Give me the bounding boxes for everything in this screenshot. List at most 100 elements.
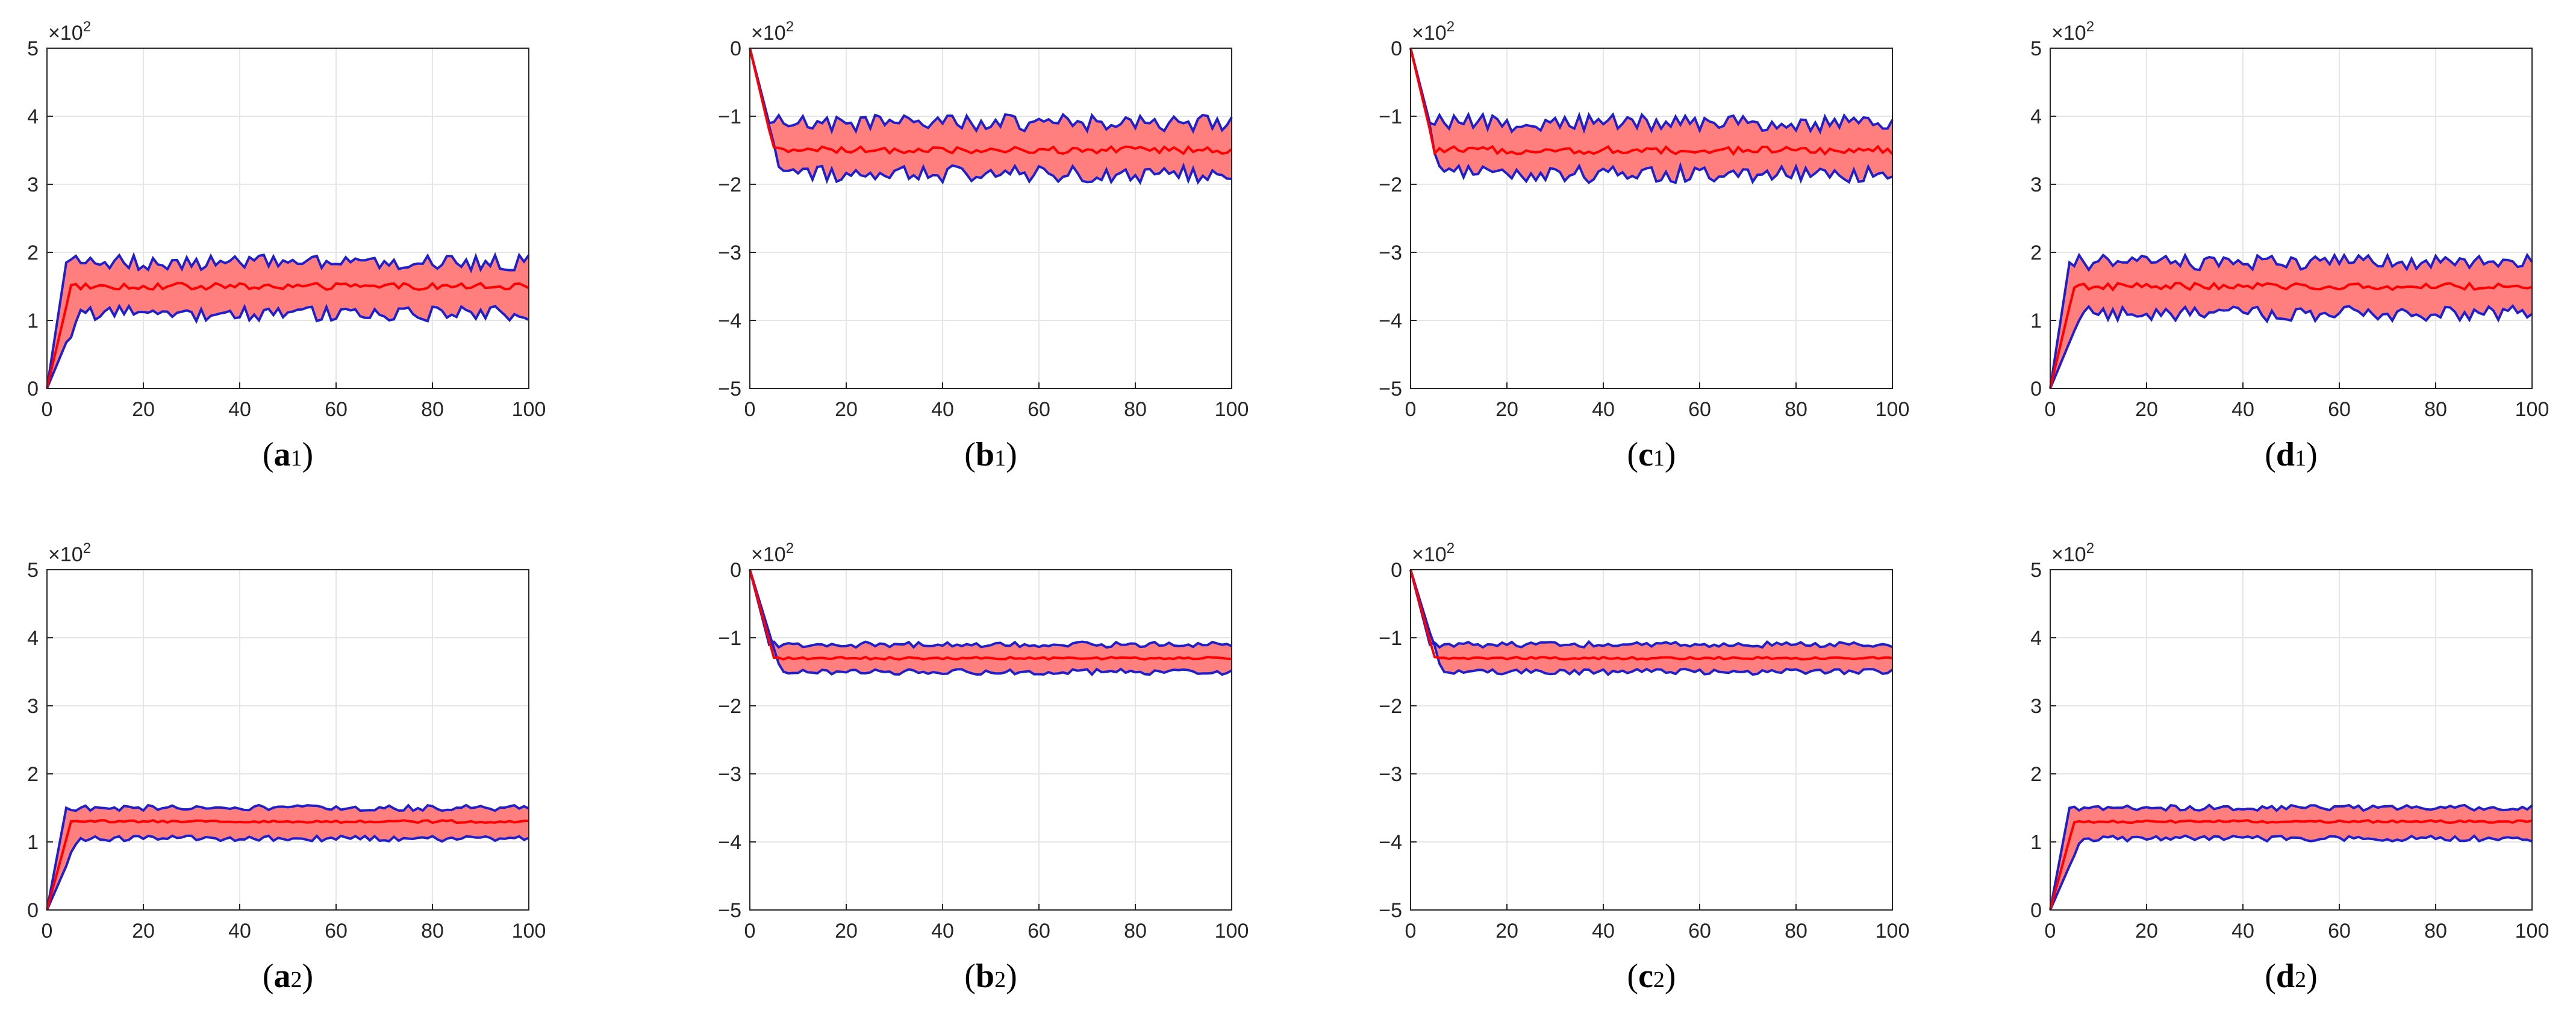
band-area: [2050, 805, 2532, 910]
y-tick-label: 5: [27, 37, 39, 60]
y-tick-label: −1: [1379, 627, 1402, 650]
panel-label-part: ): [1665, 436, 1676, 473]
panel-label: (a2): [263, 958, 313, 995]
panel-label-part: (: [964, 436, 976, 473]
y-tick-label: −5: [718, 378, 741, 400]
panel-label-part: (: [1627, 958, 1638, 995]
axes-box: [2050, 569, 2533, 911]
series-lower-line: [749, 48, 1232, 185]
y-tick-label: 0: [27, 899, 39, 922]
panel-label-part: b: [976, 436, 994, 473]
panel-label: (c1): [1627, 436, 1676, 473]
scale-base: ×10: [2051, 543, 2086, 566]
y-tick-label: −4: [718, 831, 741, 854]
series-lower-line: [2049, 834, 2533, 911]
panel-label-part: a: [274, 958, 291, 995]
y-tick-label: −3: [718, 763, 741, 786]
series-lower-line: [1409, 48, 1893, 185]
y-tick-label: −1: [1379, 105, 1402, 128]
series-upper-line: [46, 803, 529, 911]
y-tick-label: 0: [730, 37, 741, 60]
panel-label: (c2): [1627, 958, 1676, 995]
x-tick-label: 80: [1785, 398, 1807, 421]
panel-label: (b2): [964, 958, 1017, 995]
x-tick-label: 80: [1785, 920, 1807, 942]
panel-label-part: 1: [2295, 446, 2306, 471]
panel-label-part: c: [1638, 958, 1653, 995]
y-tick-label: −3: [1379, 763, 1402, 786]
scale-exponent: 2: [1447, 19, 1455, 35]
axes-box: [1410, 48, 1893, 389]
x-tick-label: 100: [1215, 398, 1249, 421]
x-tick-label: 0: [744, 398, 756, 421]
x-tick-label: 60: [1028, 398, 1050, 421]
x-tick-label: 40: [931, 398, 954, 421]
series-upper-line: [2049, 252, 2533, 389]
panel-label-part: a: [274, 436, 291, 473]
panel-label-part: ): [302, 958, 314, 995]
y-tick-label: 1: [27, 310, 39, 332]
series-mean-line: [1409, 569, 1893, 661]
axes-box: [2050, 48, 2533, 389]
x-tick-label: 60: [1688, 398, 1711, 421]
y-tick-label: 1: [27, 831, 39, 854]
band-area: [47, 805, 529, 910]
panel-label-part: 1: [994, 446, 1006, 471]
series-mean-line: [46, 818, 529, 911]
y-tick-label: 3: [2030, 173, 2042, 196]
series-mean-line: [2049, 281, 2533, 389]
x-tick-label: 20: [132, 920, 155, 942]
y-tick-label: 0: [27, 378, 39, 400]
x-tick-label: 20: [2135, 398, 2158, 421]
scale-exponent-label: ×102: [1412, 19, 1455, 45]
axes-box: [749, 48, 1232, 389]
panel-label-part: c: [1638, 436, 1653, 473]
y-tick-label: 4: [2030, 627, 2042, 650]
x-tick-label: 60: [2328, 398, 2351, 421]
panel-label-part: (: [263, 436, 274, 473]
scale-base: ×10: [2051, 22, 2086, 45]
scale-exponent-label: ×102: [2051, 540, 2094, 566]
band-area: [1411, 570, 1892, 675]
scale-exponent: 2: [83, 540, 91, 556]
series-upper-line: [749, 48, 1233, 135]
panel-label-part: 2: [2295, 967, 2306, 992]
y-tick-label: 3: [27, 695, 39, 718]
panel-label-part: b: [976, 958, 994, 995]
y-tick-label: −2: [1379, 695, 1402, 718]
x-tick-label: 60: [1688, 920, 1711, 942]
y-tick-label: −1: [718, 627, 741, 650]
panel-label: (a1): [263, 436, 313, 473]
x-tick-label: 40: [228, 398, 251, 421]
panel-label-part: ): [302, 436, 314, 473]
scale-exponent: 2: [1447, 540, 1455, 556]
x-tick-label: 60: [1028, 920, 1050, 942]
y-tick-label: −4: [718, 310, 741, 332]
y-tick-label: 5: [2030, 37, 2042, 60]
x-tick-label: 0: [42, 920, 53, 942]
x-tick-label: 80: [1124, 398, 1147, 421]
y-tick-label: −2: [1379, 173, 1402, 196]
y-tick-label: 4: [2030, 105, 2042, 128]
y-tick-label: 0: [730, 559, 741, 582]
x-tick-label: 100: [2515, 398, 2549, 421]
y-tick-label: −5: [1379, 899, 1402, 922]
y-tick-label: −1: [718, 105, 741, 128]
y-tick-label: 0: [2030, 899, 2042, 922]
axes-box: [46, 48, 529, 389]
series-upper-line: [2049, 803, 2533, 911]
series-mean-line: [749, 48, 1233, 155]
scale-exponent-label: ×102: [48, 540, 91, 566]
y-tick-label: −4: [1379, 831, 1402, 854]
panel-label-part: (: [2265, 958, 2276, 995]
scale-exponent: 2: [83, 19, 91, 35]
panel-b1: 0 20 40 60 80 100 −5 −4 −3 −2 −1 0 ×102 (b1): [718, 19, 1249, 473]
x-tick-label: 20: [132, 398, 155, 421]
x-tick-label: 100: [512, 398, 546, 421]
x-tick-label: 0: [744, 920, 756, 942]
x-tick-label: 40: [2231, 398, 2254, 421]
y-tick-label: 5: [27, 559, 39, 582]
